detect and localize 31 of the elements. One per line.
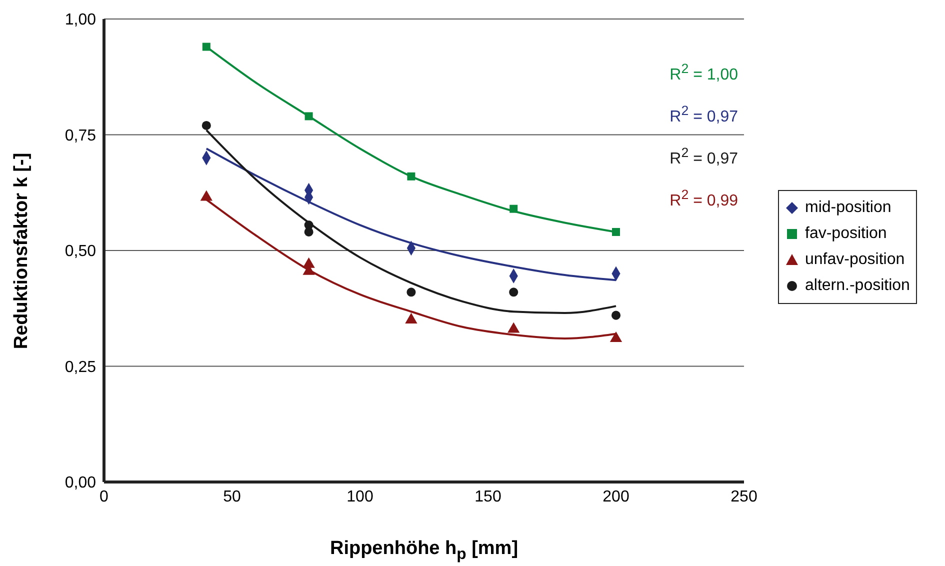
legend-label: unfav-position xyxy=(805,250,905,270)
annotation: R$^{2}$ = 0,97 xyxy=(670,145,738,168)
annotation: R$^{2}$ = 0,99 xyxy=(670,187,738,210)
x-tick-label: 200 xyxy=(602,488,630,506)
point xyxy=(202,120,211,130)
legend-label: fav-position xyxy=(805,224,887,244)
y-tick-label: 0,50 xyxy=(64,243,96,260)
point xyxy=(508,322,520,333)
annotation: R$^{2}$ = 1,00 xyxy=(670,61,738,84)
annotation: R$^{2}$ = 0,97 xyxy=(670,103,738,126)
y-tick-label: 0,75 xyxy=(64,127,96,144)
point xyxy=(611,310,621,320)
x-tick-label: 150 xyxy=(474,488,502,506)
x-tick-label: 0 xyxy=(100,488,109,506)
point xyxy=(304,112,313,120)
legend-label: altern.-position xyxy=(805,276,910,296)
point xyxy=(612,228,620,236)
x-tick-label: 50 xyxy=(223,488,241,506)
point xyxy=(509,288,518,297)
y-axis-title: Reduktionsfaktor k [-] xyxy=(11,152,33,349)
point xyxy=(407,172,416,180)
y-tick-label: 0,25 xyxy=(64,358,96,376)
point xyxy=(510,204,518,213)
x-tick-label: 100 xyxy=(346,488,374,506)
y-tick-label: 0,00 xyxy=(64,474,96,492)
point xyxy=(202,42,210,51)
point xyxy=(406,288,416,297)
legend-label: mid-position xyxy=(805,198,892,218)
x-tick-label: 250 xyxy=(730,488,758,506)
x-axis-title: Rippenhöhe h$_{p}$ [mm] xyxy=(330,538,518,564)
y-tick-label: 1,00 xyxy=(64,12,96,29)
